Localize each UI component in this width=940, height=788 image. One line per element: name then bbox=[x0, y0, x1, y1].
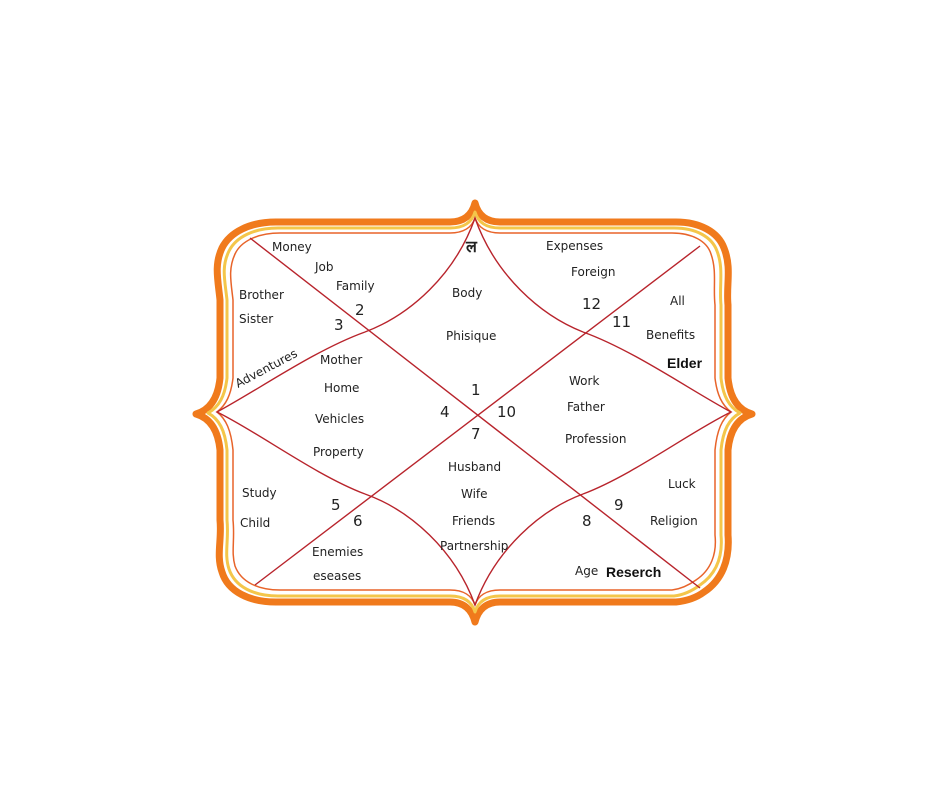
house-9-label-luck: Luck bbox=[668, 477, 696, 491]
house-4-number: 4 bbox=[440, 403, 450, 421]
house-8-number: 8 bbox=[582, 512, 592, 530]
house-10: 10 Work Father Profession bbox=[497, 374, 626, 446]
house-7-label-wife: Wife bbox=[461, 487, 488, 501]
house-8: 8 Age Reserch bbox=[575, 512, 661, 580]
house-5-label-child: Child bbox=[240, 516, 270, 530]
house-9-label-religion: Religion bbox=[650, 514, 698, 528]
house-8-label-reserch: Reserch bbox=[606, 564, 661, 580]
house-10-number: 10 bbox=[497, 403, 516, 421]
diagonal-line-anti bbox=[254, 245, 701, 586]
house-7-label-friends: Friends bbox=[452, 514, 495, 528]
house-9: 9 Luck Religion bbox=[614, 477, 698, 528]
house-10-label-work: Work bbox=[569, 374, 599, 388]
bottom-petal-curve bbox=[364, 493, 584, 608]
frame-middle-stroke bbox=[206, 210, 742, 614]
house-1-label-body: Body bbox=[452, 286, 482, 300]
house-6-number: 6 bbox=[353, 512, 363, 530]
house-4-label-home: Home bbox=[324, 381, 359, 395]
house-2-label-money: Money bbox=[272, 240, 312, 254]
house-2-label-family: Family bbox=[336, 279, 375, 293]
house-6-label-eseases: eseases bbox=[313, 569, 361, 583]
house-3-label-sister: Sister bbox=[239, 312, 273, 326]
house-9-number: 9 bbox=[614, 496, 624, 514]
house-11-number: 11 bbox=[612, 313, 631, 331]
house-7-label-husband: Husband bbox=[448, 460, 501, 474]
house-5: Study Child 5 bbox=[240, 486, 341, 530]
house-1-label-phisique: Phisique bbox=[446, 329, 496, 343]
house-1: Body Phisique 1 bbox=[446, 286, 496, 399]
house-12-label-expenses: Expenses bbox=[546, 239, 603, 253]
house-10-label-father: Father bbox=[567, 400, 605, 414]
house-10-label-profession: Profession bbox=[565, 432, 626, 446]
house-7-number: 7 bbox=[471, 425, 481, 443]
house-11: 11 All Benefits Elder bbox=[612, 294, 703, 371]
house-4: Mother Home Vehicles Property 4 bbox=[313, 353, 450, 459]
house-3: Brother Sister Adventures 3 bbox=[233, 288, 344, 391]
house-4-label-mother: Mother bbox=[320, 353, 362, 367]
right-petal-curve bbox=[582, 331, 733, 495]
house-5-number: 5 bbox=[331, 496, 341, 514]
house-11-label-all: All bbox=[670, 294, 685, 308]
house-8-label-age: Age bbox=[575, 564, 598, 578]
chart-lines bbox=[215, 215, 733, 608]
frame-outer-stroke bbox=[192, 199, 756, 626]
left-petal-curve bbox=[215, 331, 366, 495]
house-2-label-job: Job bbox=[314, 260, 334, 274]
house-6: Enemies eseases 6 bbox=[312, 512, 363, 583]
house-12-label-foreign: Foreign bbox=[571, 265, 615, 279]
house-12-number: 12 bbox=[582, 295, 601, 313]
lagna-symbol: ल bbox=[465, 237, 478, 256]
house-3-label-brother: Brother bbox=[239, 288, 284, 302]
house-7: 7 Husband Wife Friends Partnership bbox=[440, 425, 508, 553]
house-4-label-property: Property bbox=[313, 445, 364, 459]
house-11-label-elder: Elder bbox=[667, 355, 703, 371]
house-11-label-benefits: Benefits bbox=[646, 328, 695, 342]
house-6-label-enemies: Enemies bbox=[312, 545, 363, 559]
house-12: Expenses Foreign 12 bbox=[546, 239, 615, 313]
house-5-label-study: Study bbox=[242, 486, 277, 500]
top-petal-curve bbox=[364, 215, 584, 333]
house-7-label-partnership: Partnership bbox=[440, 539, 508, 553]
house-4-label-vehicles: Vehicles bbox=[315, 412, 364, 426]
house-1-number: 1 bbox=[471, 381, 481, 399]
house-2-number: 2 bbox=[355, 301, 365, 319]
diagonal-line-main bbox=[249, 237, 701, 589]
house-3-number: 3 bbox=[334, 316, 344, 334]
house-2: Money Job Family 2 bbox=[272, 240, 375, 319]
